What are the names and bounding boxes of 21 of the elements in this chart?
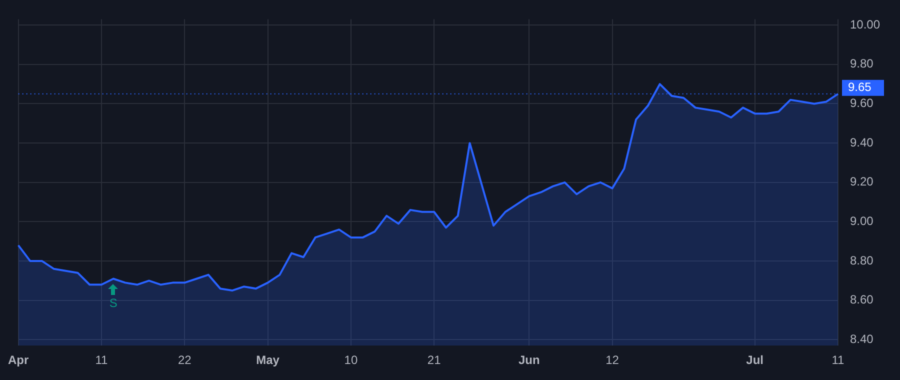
x-tick-label: Apr — [8, 353, 29, 368]
y-tick-label: 8.80 — [850, 253, 874, 268]
y-tick-label: 9.80 — [850, 56, 874, 71]
x-tick-label: 10 — [344, 353, 358, 368]
x-tick-label: 12 — [606, 353, 620, 368]
x-tick-label: 21 — [427, 353, 442, 368]
x-tick-label: Jul — [746, 353, 764, 368]
y-tick-label: 9.00 — [850, 214, 874, 228]
x-tick-label: May — [256, 353, 280, 368]
x-tick-label: 11 — [832, 353, 845, 368]
y-tick-label: 9.40 — [850, 135, 874, 150]
x-tick-label: 22 — [178, 353, 192, 368]
y-tick-label: 9.20 — [850, 174, 874, 189]
y-tick-label: 9.60 — [850, 96, 874, 110]
x-tick-label: Jun — [518, 353, 540, 368]
y-tick-label: 8.40 — [850, 332, 874, 346]
y-tick-label: 10.00 — [850, 17, 880, 32]
y-tick-label: 8.60 — [850, 292, 874, 307]
annotation: S — [109, 296, 118, 310]
x-tick-label: 11 — [95, 353, 108, 368]
ref-line-label: 9.65 — [848, 80, 872, 94]
